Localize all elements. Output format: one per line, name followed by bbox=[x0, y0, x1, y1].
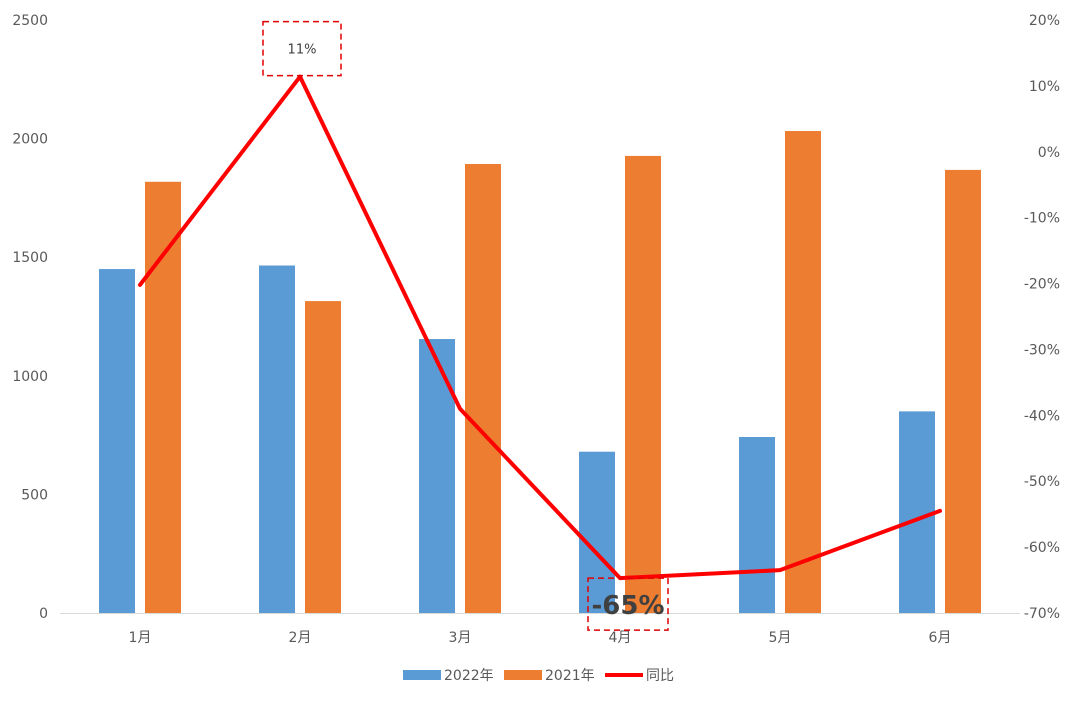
x-tick-label: 5月 bbox=[769, 630, 792, 646]
x-tick-label: 4月 bbox=[609, 630, 632, 646]
x-tick-label: 6月 bbox=[929, 630, 952, 646]
left-tick-label: 1000 bbox=[12, 369, 48, 385]
bar bbox=[625, 155, 661, 614]
bar bbox=[145, 181, 181, 614]
legend-label: 2022年 bbox=[444, 668, 494, 684]
line-series bbox=[138, 74, 942, 581]
left-tick-label: 2500 bbox=[12, 13, 48, 29]
left-tick-label: 0 bbox=[39, 606, 48, 622]
annotation-label: 11% bbox=[288, 43, 317, 58]
x-tick-label: 2月 bbox=[289, 630, 312, 646]
legend-label: 同比 bbox=[646, 668, 674, 684]
bar bbox=[899, 411, 935, 613]
legend: 2022年 2021年 同比 bbox=[403, 668, 674, 684]
bar bbox=[99, 269, 135, 613]
bar bbox=[305, 301, 341, 613]
bar-series bbox=[99, 131, 981, 614]
yoy-line bbox=[138, 74, 942, 581]
legend-swatch bbox=[504, 670, 542, 680]
bar bbox=[419, 339, 455, 613]
right-tick-label: -60% bbox=[1024, 540, 1060, 556]
right-tick-label: -50% bbox=[1024, 474, 1060, 490]
right-tick-label: 0% bbox=[1038, 145, 1060, 161]
legend-swatch bbox=[403, 670, 441, 680]
right-tick-label: 20% bbox=[1029, 13, 1060, 29]
left-axis: 0 500 1000 1500 2000 2500 bbox=[12, 13, 48, 622]
bar bbox=[465, 163, 501, 613]
annotation-label: -65% bbox=[591, 591, 664, 621]
bar bbox=[945, 169, 981, 613]
right-tick-label: -70% bbox=[1024, 606, 1060, 622]
right-axis: -70% -60% -50% -40% -30% -20% -10% 0% 10% 20% bbox=[1024, 13, 1060, 622]
x-axis: 1月 2月 3月 4月 5月 6月 bbox=[129, 630, 952, 646]
bar bbox=[785, 131, 821, 614]
annotation-box bbox=[262, 20, 342, 77]
x-tick-label: 1月 bbox=[129, 630, 152, 646]
bar bbox=[259, 265, 295, 613]
right-tick-label: -20% bbox=[1024, 277, 1060, 293]
left-tick-label: 2000 bbox=[12, 132, 48, 148]
left-tick-label: 1500 bbox=[12, 250, 48, 266]
left-tick-label: 500 bbox=[21, 487, 48, 503]
legend-label: 2021年 bbox=[545, 668, 595, 684]
annotations: 11% -65% bbox=[262, 20, 669, 631]
bar bbox=[739, 436, 775, 613]
right-tick-label: -30% bbox=[1024, 342, 1060, 358]
bar bbox=[579, 451, 615, 613]
right-tick-label: 10% bbox=[1029, 79, 1060, 95]
right-tick-label: -40% bbox=[1024, 408, 1060, 424]
x-tick-label: 3月 bbox=[449, 630, 472, 646]
right-tick-label: -10% bbox=[1024, 211, 1060, 227]
annotation-box bbox=[587, 577, 669, 631]
